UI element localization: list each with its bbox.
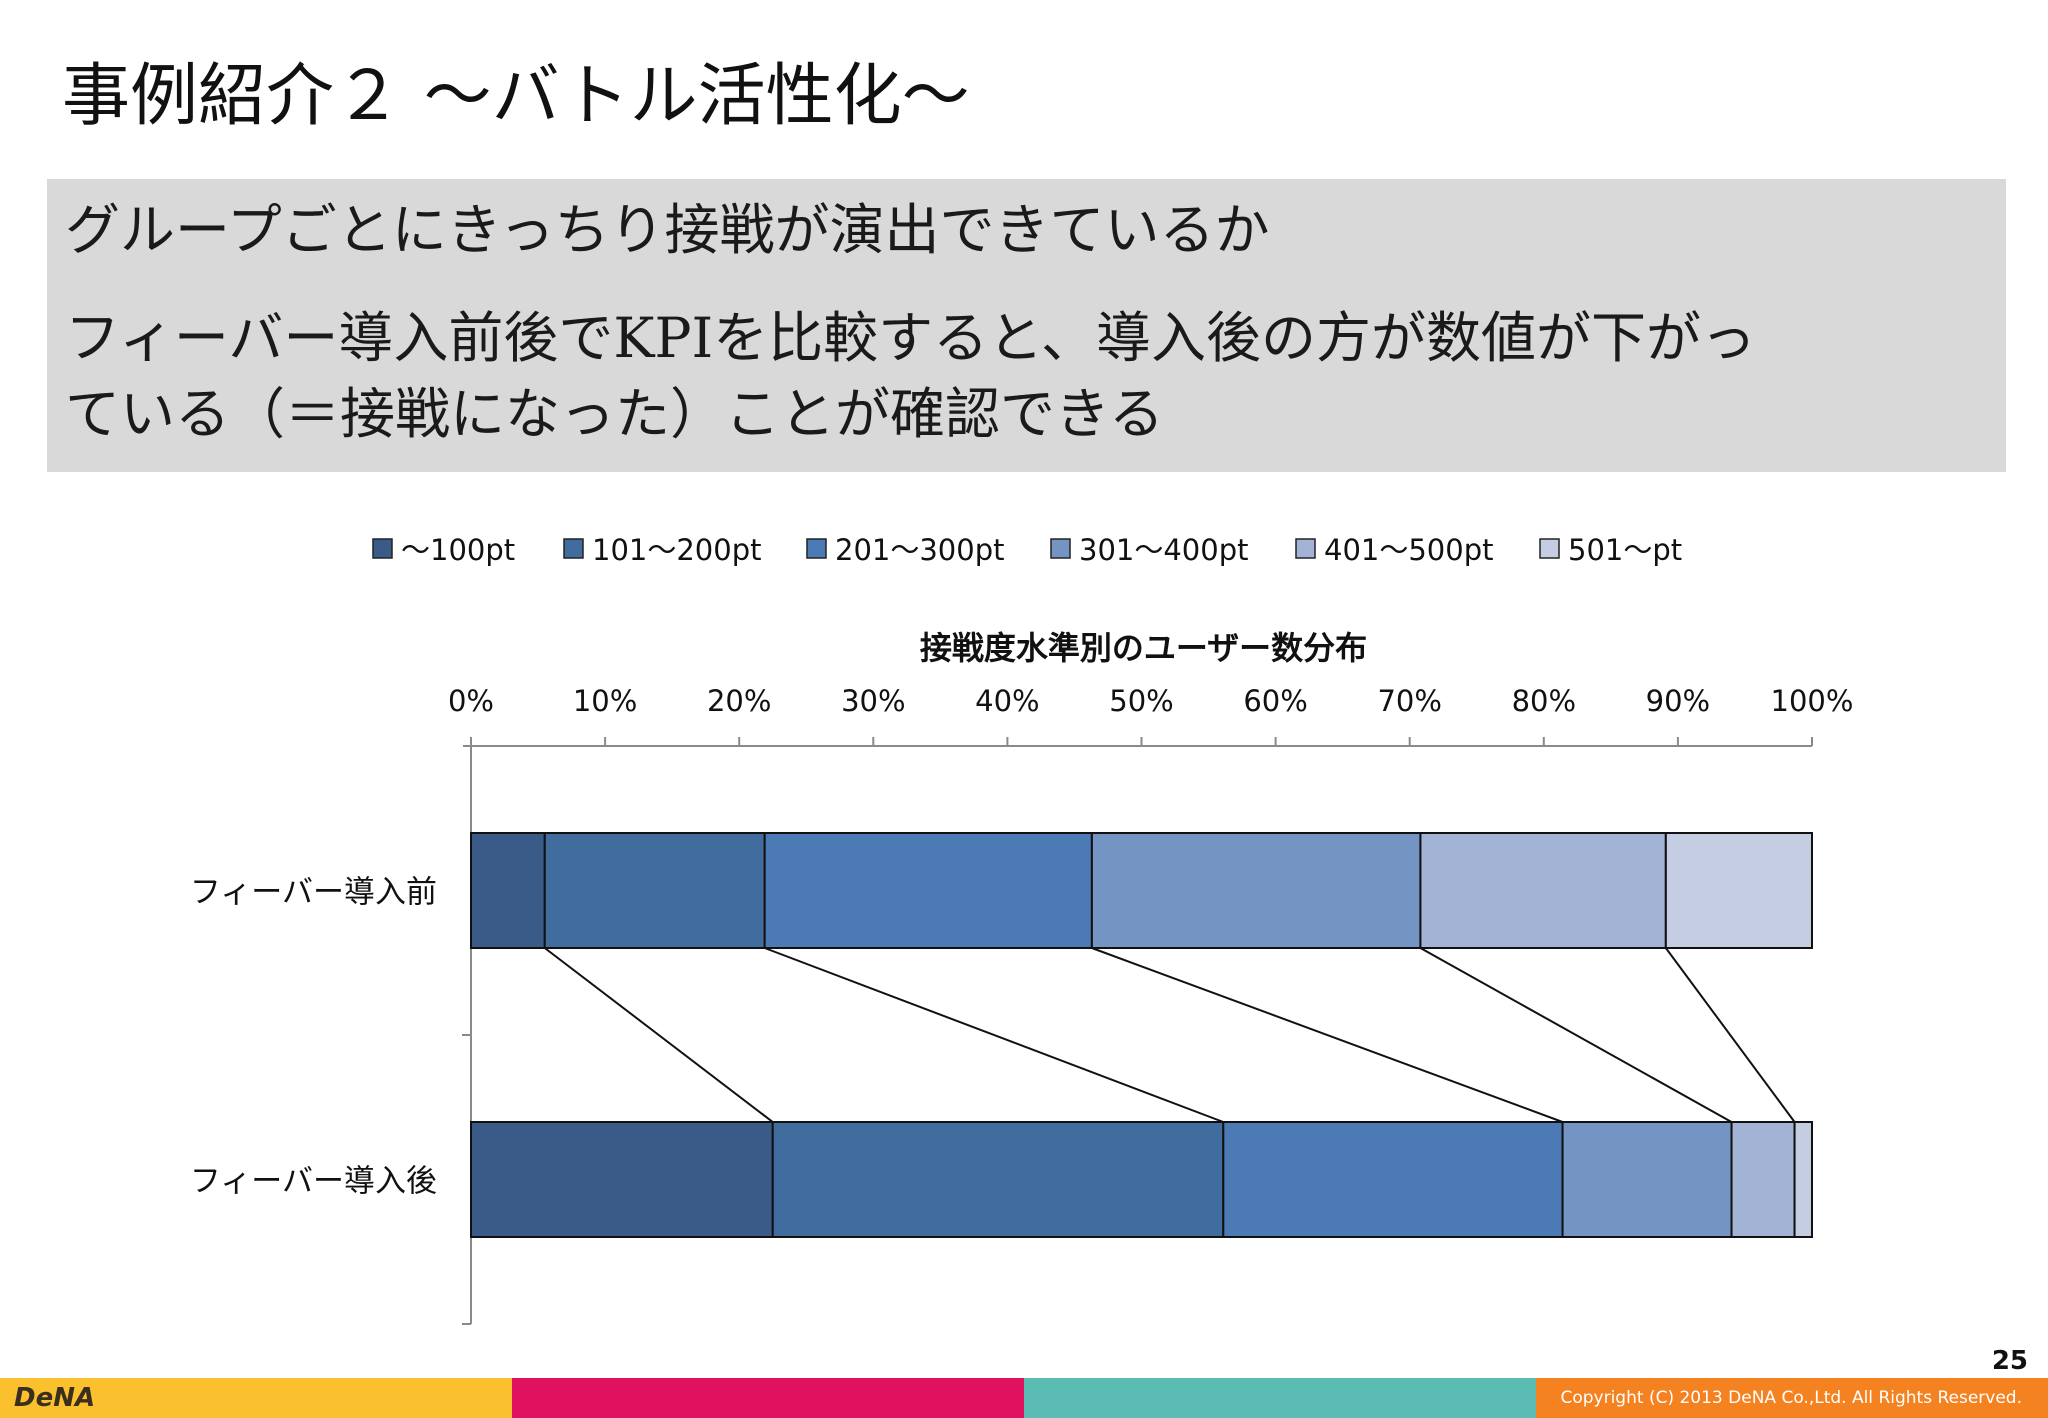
slide-title: 事例紹介２ ～バトル活性化～ — [62, 57, 970, 136]
legend-swatch — [1295, 538, 1316, 559]
footer-bar-magenta — [512, 1378, 1024, 1418]
footer-bar-orange — [1536, 1378, 2048, 1418]
summary-line-1: グループごとにきっちり接戦が演出できているか — [65, 198, 1270, 262]
legend-swatch — [563, 538, 584, 559]
series-connector-line — [764, 947, 1224, 1123]
series-connector-line — [544, 947, 774, 1123]
category-label: フィーバー導入前 — [190, 875, 437, 911]
legend-label: 401～500pt — [1324, 533, 1493, 567]
x-tick-label: 50% — [1109, 684, 1173, 718]
x-tick-label: 30% — [841, 684, 905, 718]
legend-swatch — [1050, 538, 1071, 559]
x-tick-label: 0% — [448, 684, 494, 718]
bar-segment — [1222, 1121, 1564, 1238]
bar-segment — [543, 832, 766, 949]
bar-segment — [1090, 832, 1422, 949]
bar-segment — [1664, 832, 1814, 949]
bar-segment — [1730, 1121, 1796, 1238]
series-connector-line — [1091, 947, 1563, 1123]
legend-swatch — [806, 538, 827, 559]
bar-segment — [1419, 832, 1667, 949]
summary-line-3: ている（＝接戦になった）ことが確認できる — [65, 382, 1164, 446]
bar-segment — [1561, 1121, 1733, 1238]
footer-bar-teal — [1024, 1378, 1536, 1418]
legend-label: 501～pt — [1568, 533, 1682, 567]
legend-swatch — [1539, 538, 1560, 559]
page-number: 25 — [1991, 1346, 2028, 1376]
x-tick-label: 80% — [1512, 684, 1576, 718]
chart-title: 接戦度水準別のユーザー数分布 — [920, 629, 1367, 667]
x-tick-label: 90% — [1646, 684, 1710, 718]
category-label: フィーバー導入後 — [190, 1164, 437, 1200]
legend-label: 101～200pt — [592, 533, 761, 567]
bar-segment — [763, 832, 1093, 949]
series-connector-line — [1419, 947, 1733, 1123]
x-tick-label: 40% — [975, 684, 1039, 718]
x-tick-label: 20% — [707, 684, 771, 718]
x-tick-label: 70% — [1377, 684, 1441, 718]
legend-label: 201～300pt — [835, 533, 1004, 567]
x-tick-label: 60% — [1243, 684, 1307, 718]
x-tick-label: 100% — [1771, 684, 1854, 718]
bar-segment — [470, 1121, 774, 1238]
legend-swatch — [372, 538, 393, 559]
footer-bar-yellow — [0, 1378, 512, 1418]
legend-label: 301～400pt — [1079, 533, 1248, 567]
bar-segment — [771, 1121, 1225, 1238]
dena-logo: DeNA — [14, 1383, 96, 1413]
copyright-text: Copyright (C) 2013 DeNA Co.,Ltd. All Rig… — [1560, 1388, 2022, 1408]
bar-segment — [470, 832, 546, 949]
bar-segment — [1793, 1121, 1814, 1238]
series-connector-line — [1665, 947, 1796, 1123]
stacked-bar-chart: ～100pt 101～200pt 201～300pt 301～400pt 401～500… — [190, 533, 1854, 1325]
summary-line-2: フィーバー導入前後でKPIを比較すると、導入後の方が数値が下がっ — [65, 306, 1756, 370]
legend-label: ～100pt — [401, 533, 515, 567]
x-tick-label: 10% — [573, 684, 637, 718]
summary-box: グループごとにきっちり接戦が演出できているか フィーバー導入前後でKPIを比較す… — [47, 179, 2006, 472]
